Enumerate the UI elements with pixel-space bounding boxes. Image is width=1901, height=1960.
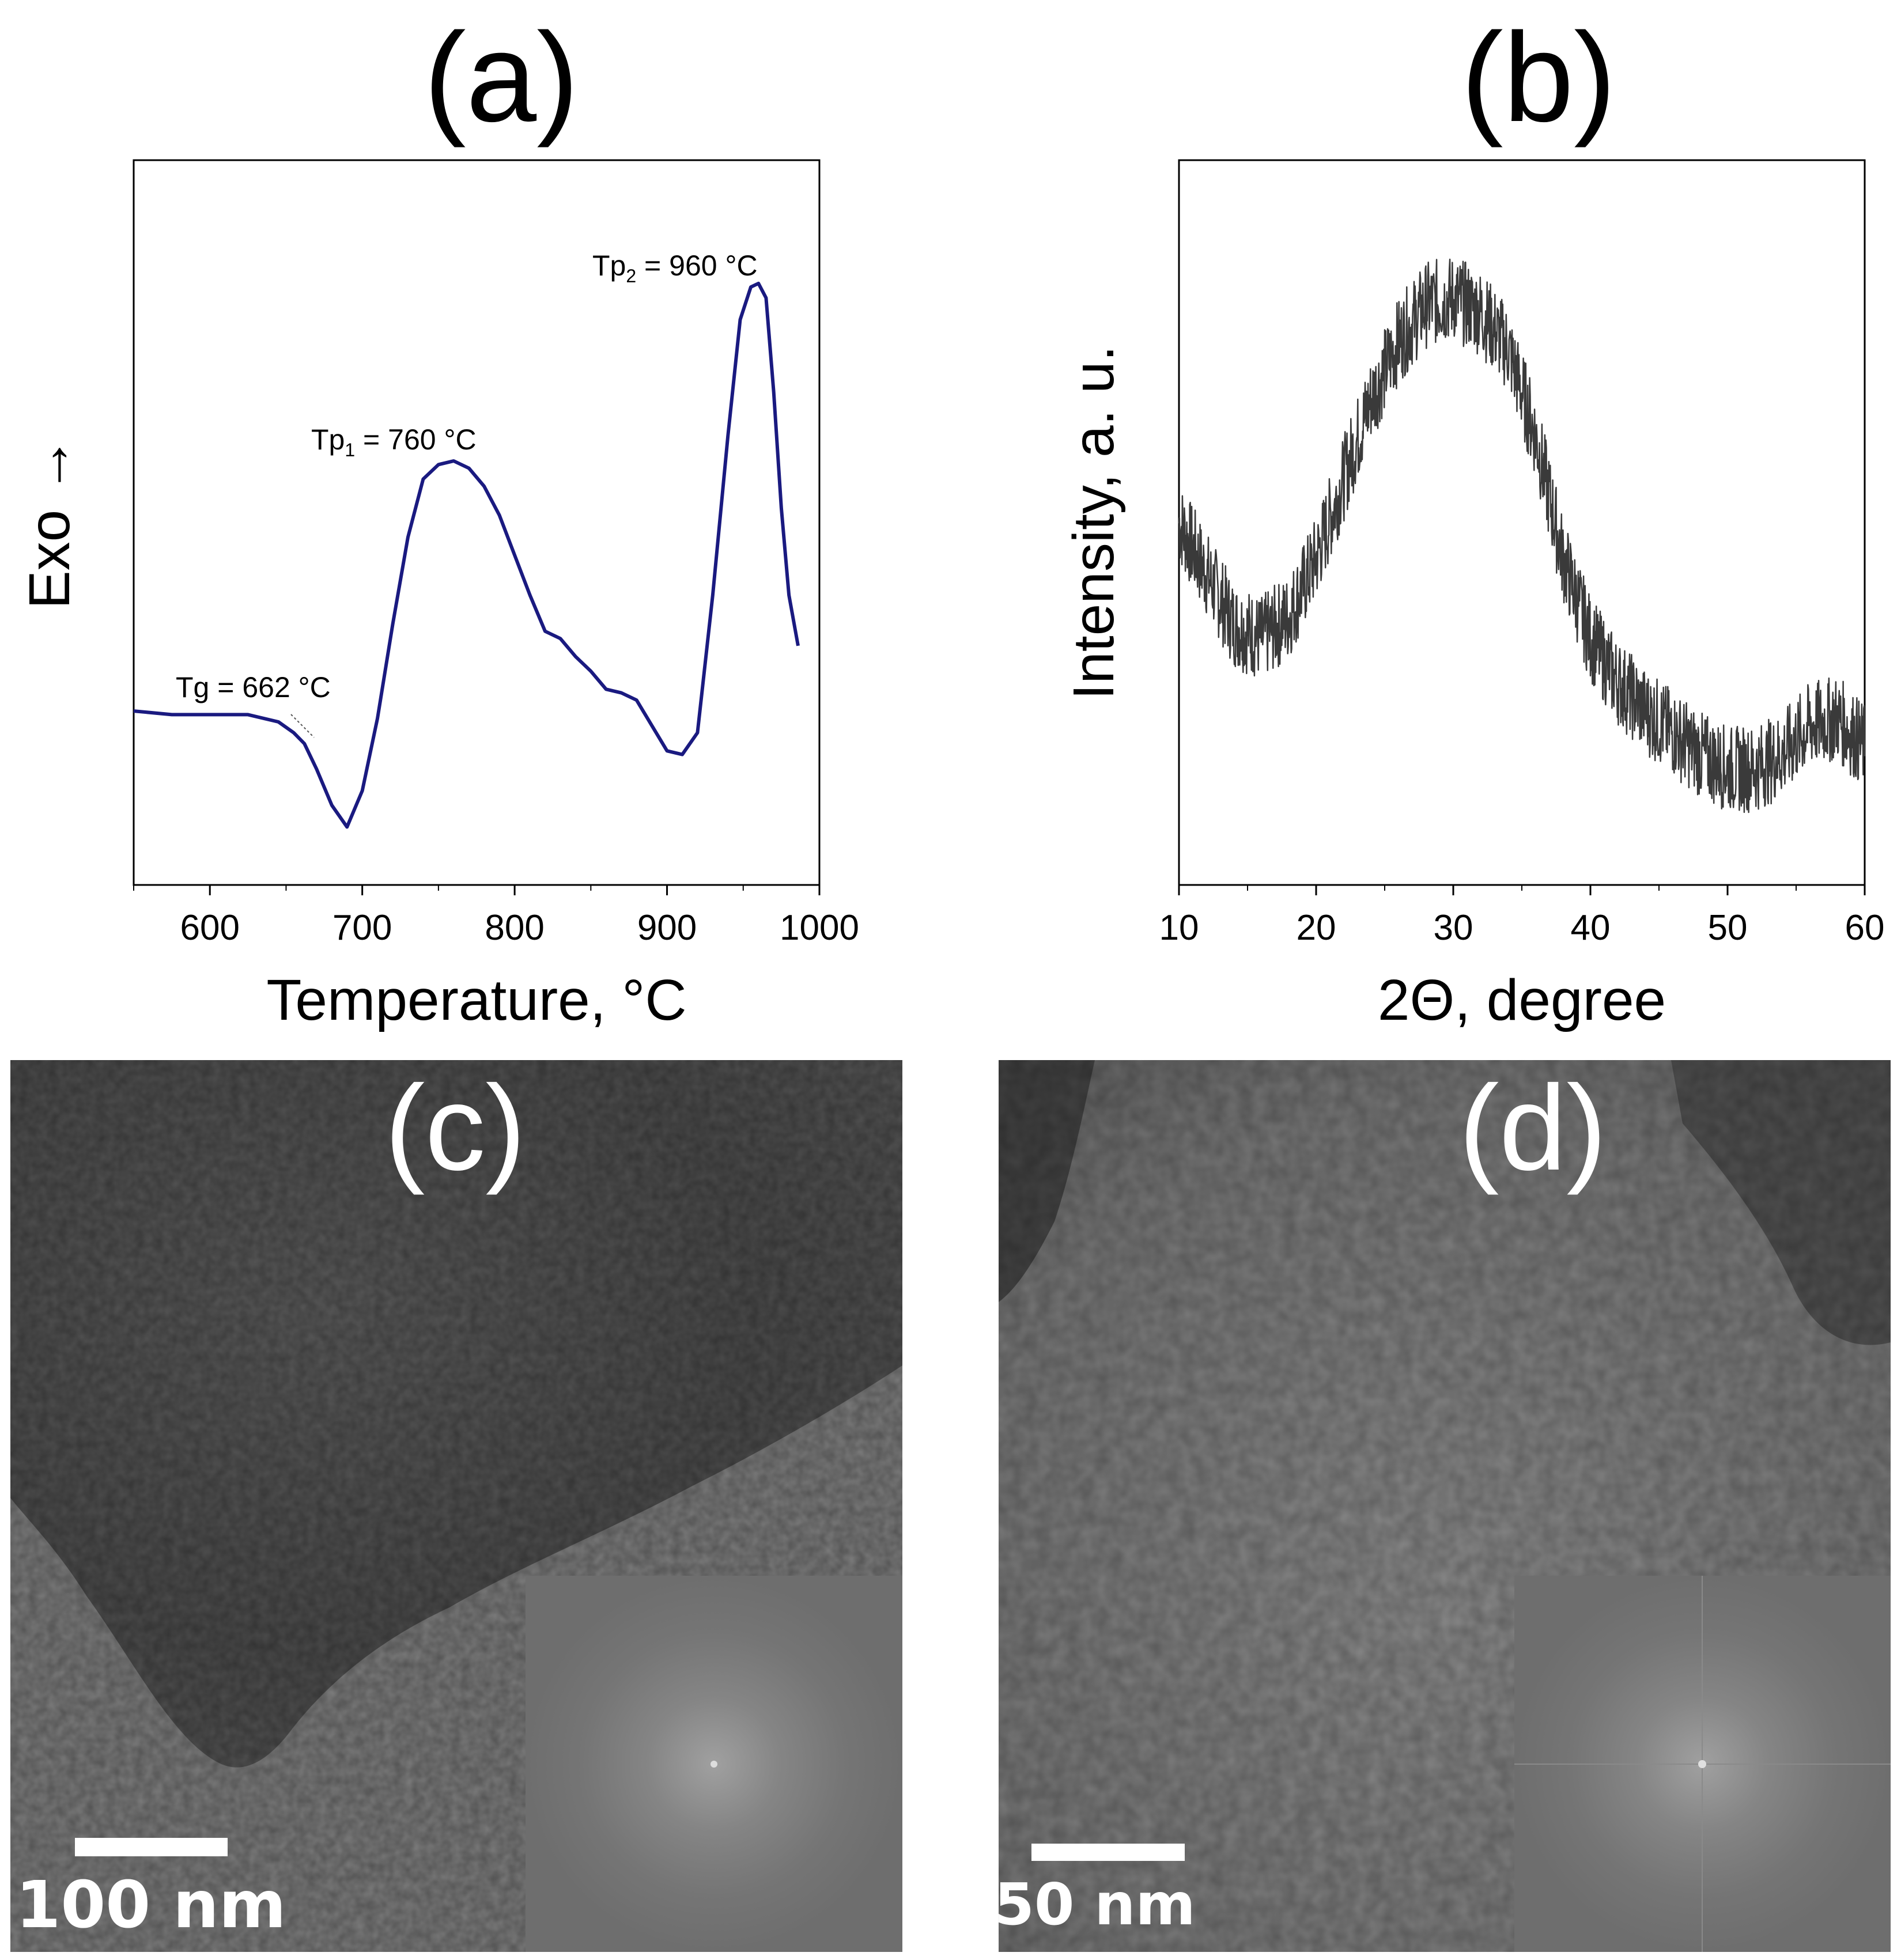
xrd-ticks: 10 20 30 40 50 60	[1159, 885, 1885, 948]
dsc-annotation-tp2: Tp2 = 960 °C	[592, 249, 758, 286]
dsc-chart: 600 700 800 900 1000 Tg = 662 °C Tp1 = 760 °…	[17, 159, 859, 1032]
tem-c-scale-bar-label: 100 nm	[16, 1868, 286, 1943]
dsc-series-line	[133, 281, 800, 829]
dsc-y-axis-label: Exo →	[17, 436, 82, 609]
tem-c-fft-center-spot	[710, 1761, 717, 1768]
dsc-x-tick-label-700: 700	[332, 908, 392, 948]
dsc-x-tick-label-900: 900	[637, 908, 697, 948]
dsc-annotation-tp2-main: Tp	[592, 249, 626, 282]
tem-image-d: (d) 50 nm	[994, 1060, 1891, 1952]
panel-d-label: (d)	[1459, 1060, 1607, 1195]
dsc-annotation-tp2-sub: 2	[626, 266, 636, 286]
panel-a-label: (a)	[424, 6, 579, 148]
dsc-x-tick-label-600: 600	[180, 908, 239, 948]
dsc-tg-tangent-marker	[290, 714, 315, 738]
xrd-x-tick-label-20: 20	[1297, 908, 1336, 948]
xrd-series-line	[1178, 258, 1866, 813]
dsc-annotation-tp1-rest: = 760 °C	[355, 423, 476, 456]
panel-b-label: (b)	[1461, 6, 1616, 148]
dsc-annotation-tp1: Tp1 = 760 °C	[311, 423, 477, 460]
dsc-ticks: 600 700 800 900 1000	[133, 885, 859, 948]
xrd-x-tick-label-60: 60	[1845, 908, 1885, 948]
dsc-annotation-tp2-rest: = 960 °C	[636, 249, 757, 282]
dsc-annotation-tp1-sub: 1	[345, 440, 355, 460]
xrd-x-axis-label: 2Θ, degree	[1378, 968, 1666, 1032]
tem-c-scale-bar	[75, 1838, 228, 1856]
xrd-x-tick-label-40: 40	[1571, 908, 1611, 948]
xrd-x-tick-label-30: 30	[1434, 908, 1473, 948]
dsc-x-tick-label-800: 800	[485, 908, 544, 948]
panel-c-label: (c)	[385, 1060, 526, 1195]
dsc-annotation-tp1-main: Tp	[311, 423, 345, 456]
dsc-x-tick-label-1000: 1000	[780, 908, 859, 948]
xrd-x-tick-label-50: 50	[1708, 908, 1748, 948]
tem-d-fft-center-spot	[1698, 1760, 1706, 1768]
xrd-chart: 10 20 30 40 50 60 2Θ, degree Intensity, a. u.	[1061, 159, 1885, 1032]
xrd-y-axis-label: Intensity, a. u.	[1061, 345, 1126, 699]
tem-image-c: (c) 100 nm	[10, 1060, 902, 1952]
dsc-x-axis-label: Temperature, °C	[266, 968, 686, 1032]
xrd-x-tick-label-10: 10	[1159, 908, 1199, 948]
tem-d-scale-bar	[1031, 1844, 1185, 1861]
dsc-annotation-tg: Tg = 662 °C	[176, 671, 331, 703]
tem-d-scale-bar-label: 50 nm	[994, 1871, 1195, 1938]
dsc-plot-frame	[133, 159, 821, 886]
